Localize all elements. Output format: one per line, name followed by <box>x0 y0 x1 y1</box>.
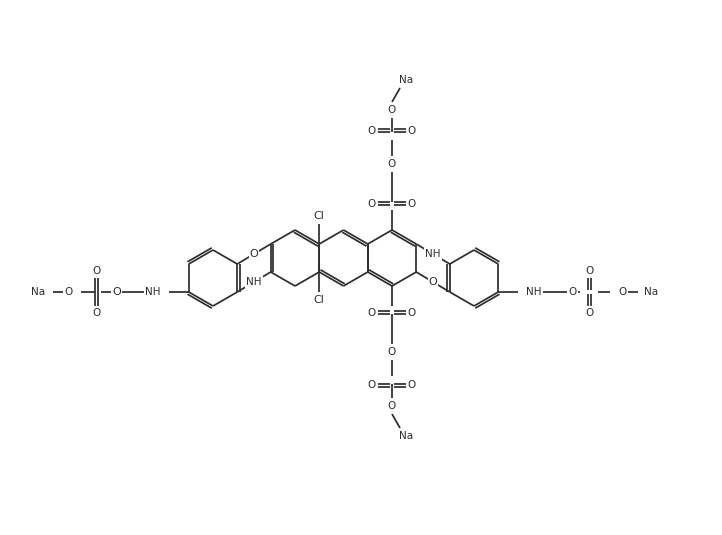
Text: O: O <box>368 198 376 209</box>
Text: O: O <box>586 266 594 276</box>
Text: Na: Na <box>644 287 658 297</box>
Text: NH: NH <box>526 287 542 297</box>
Text: O: O <box>408 308 416 317</box>
Text: O: O <box>429 277 438 287</box>
Text: O: O <box>408 380 416 391</box>
Text: O: O <box>368 126 376 135</box>
Text: O: O <box>64 287 73 297</box>
Text: O: O <box>568 287 576 297</box>
Text: NH: NH <box>145 287 161 297</box>
Text: Na: Na <box>399 431 413 441</box>
Text: Na: Na <box>30 287 45 297</box>
Text: O: O <box>368 308 376 317</box>
Text: Cl: Cl <box>314 211 325 221</box>
Text: NH: NH <box>425 249 440 259</box>
Text: Na: Na <box>399 75 413 85</box>
Text: O: O <box>388 159 396 169</box>
Text: O: O <box>388 347 396 357</box>
Text: O: O <box>408 126 416 135</box>
Text: O: O <box>113 287 121 297</box>
Text: O: O <box>408 198 416 209</box>
Text: O: O <box>388 401 396 411</box>
Text: O: O <box>368 380 376 391</box>
Text: O: O <box>586 308 594 318</box>
Text: O: O <box>92 308 100 318</box>
Text: O: O <box>388 105 396 115</box>
Text: Cl: Cl <box>314 295 325 305</box>
Text: NH: NH <box>246 277 262 287</box>
Text: O: O <box>250 249 258 259</box>
Text: O: O <box>618 287 627 297</box>
Text: O: O <box>92 266 100 276</box>
